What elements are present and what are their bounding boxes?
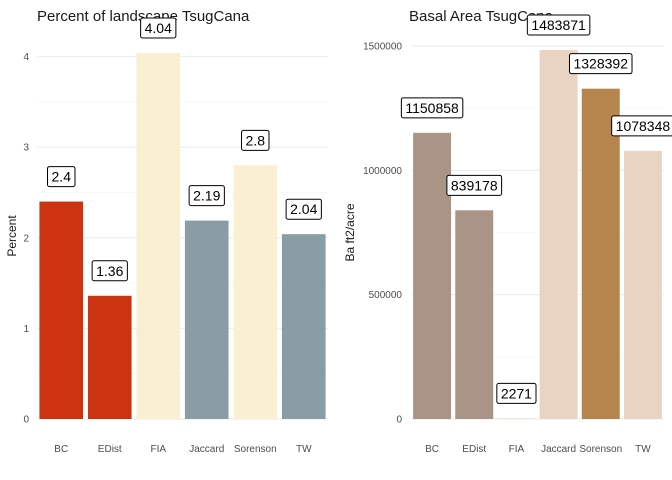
data-label-text: 1150858 bbox=[405, 100, 459, 116]
x-tick-label-sorenson: Sorenson bbox=[579, 444, 622, 455]
data-labels: 2.4 1.36 4.04 2.19 2.8 2.04 bbox=[47, 17, 322, 282]
y-axis-label: Percent bbox=[5, 215, 19, 257]
data-label-box bbox=[285, 198, 322, 220]
x-tick-label-tw: TW bbox=[635, 444, 651, 455]
percent-landscape-panel: Percent of landscape TsugCana Percent 0 1… bbox=[5, 8, 328, 455]
y-tick-labels: 0 500000 1000000 1500000 bbox=[363, 42, 402, 426]
x-tick-label-fia: FIA bbox=[509, 444, 525, 455]
data-label-text: 4.04 bbox=[145, 20, 172, 36]
x-tick-label-jaccard: Jaccard bbox=[541, 444, 576, 455]
basal-area-panel: Basal Area TsugCana Ba ft2/acre 05000001… bbox=[343, 8, 672, 455]
y-tick-label: 3 bbox=[23, 143, 29, 154]
bar-edist bbox=[87, 295, 132, 419]
data-label-box bbox=[568, 53, 633, 75]
data-label-text: 1328392 bbox=[573, 56, 628, 72]
bar-jaccard bbox=[539, 50, 578, 420]
data-label-jaccard: 1483871 bbox=[526, 14, 591, 36]
data-label-tw: 1078348 bbox=[611, 115, 672, 137]
y-tick-labels: 0 1 2 3 4 bbox=[23, 52, 29, 425]
bar-jaccard bbox=[184, 220, 229, 419]
data-label-bc: 1150858 bbox=[400, 97, 464, 119]
data-label-box bbox=[91, 260, 128, 282]
data-label-text: 2.04 bbox=[290, 201, 317, 217]
data-label-jaccard: 2.19 bbox=[188, 185, 225, 207]
y-tick-label: 0 bbox=[396, 415, 402, 426]
data-label-text: 839178 bbox=[451, 177, 498, 193]
data-label-box bbox=[496, 382, 537, 404]
data-label-fia: 4.04 bbox=[140, 17, 177, 39]
data-label-box bbox=[446, 174, 503, 196]
data-label-box bbox=[611, 115, 672, 137]
y-tick-label: 0 bbox=[23, 415, 29, 426]
data-label-text: 2.19 bbox=[193, 188, 220, 204]
x-tick-label-tw: TW bbox=[296, 444, 312, 455]
x-tick-label-bc: BC bbox=[54, 444, 68, 455]
data-label-fia: 2271 bbox=[496, 382, 537, 404]
data-label-box bbox=[526, 14, 591, 36]
data-label-text: 1078348 bbox=[616, 118, 671, 134]
x-tick-label-sorenson: Sorenson bbox=[234, 444, 277, 455]
bar-edist bbox=[455, 210, 494, 419]
data-label-edist: 839178 bbox=[446, 174, 503, 196]
data-label-edist: 1.36 bbox=[91, 260, 128, 282]
bar-bc bbox=[413, 132, 452, 419]
y-tick-label: 4 bbox=[23, 52, 29, 63]
bar-fia bbox=[497, 418, 536, 419]
x-tick-labels: BC EDist FIA Jaccard Sorenson TW bbox=[54, 444, 312, 455]
x-tick-label-edist: EDist bbox=[462, 444, 486, 455]
x-tick-label-bc: BC bbox=[425, 444, 439, 455]
chart-title: Basal Area TsugCana bbox=[409, 8, 554, 25]
x-tick-label-fia: FIA bbox=[150, 444, 166, 455]
y-tick-label: 2 bbox=[23, 233, 29, 244]
y-axis-label: Ba ft2/acre bbox=[343, 203, 357, 261]
x-tick-label-edist: EDist bbox=[98, 444, 122, 455]
gridlines bbox=[37, 56, 328, 420]
y-tick-label: 1000000 bbox=[363, 166, 402, 177]
data-labels: 1150858 839178 2271 1483871 1328392 1078348 bbox=[400, 14, 672, 404]
data-label-box bbox=[241, 129, 270, 151]
data-label-text: 2271 bbox=[501, 385, 532, 401]
bars bbox=[413, 50, 662, 420]
bar-tw bbox=[281, 234, 326, 419]
y-tick-label: 500000 bbox=[369, 290, 403, 301]
data-label-text: 1.36 bbox=[96, 263, 123, 279]
data-label-box bbox=[188, 185, 225, 207]
data-label-tw: 2.04 bbox=[285, 198, 322, 220]
bar-bc bbox=[39, 201, 84, 419]
data-label-sorenson: 2.8 bbox=[241, 129, 270, 151]
y-tick-label: 1 bbox=[23, 324, 29, 335]
data-label-sorenson: 1328392 bbox=[568, 53, 633, 75]
bar-sorenson bbox=[581, 88, 620, 419]
data-label-box bbox=[140, 17, 177, 39]
data-label-box bbox=[400, 97, 464, 119]
data-label-text: 2.4 bbox=[52, 169, 72, 185]
data-label-text: 2.8 bbox=[246, 132, 266, 148]
bar-tw bbox=[623, 150, 662, 419]
bar-fia bbox=[136, 53, 181, 419]
x-tick-labels: BC EDist FIA Jaccard Sorenson TW bbox=[425, 444, 651, 455]
bars bbox=[39, 53, 326, 419]
data-label-box bbox=[47, 166, 76, 188]
chart-title: Percent of landscape TsugCana bbox=[37, 8, 250, 25]
x-tick-label-jaccard: Jaccard bbox=[189, 444, 224, 455]
data-label-text: 1483871 bbox=[531, 17, 586, 33]
bar-sorenson bbox=[233, 165, 278, 419]
y-tick-label: 1500000 bbox=[363, 42, 402, 53]
data-label-bc: 2.4 bbox=[47, 166, 76, 188]
